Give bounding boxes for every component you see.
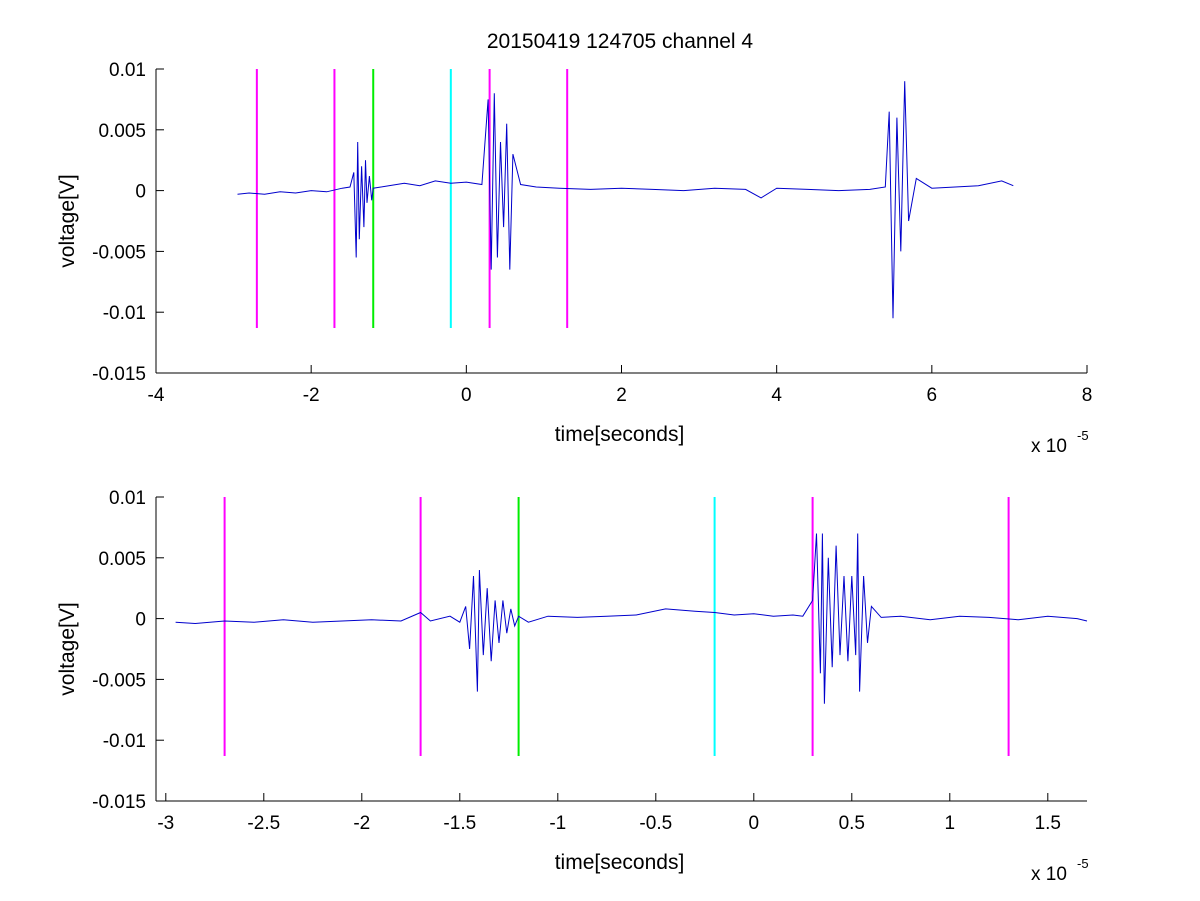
x-tick-label: -2.5 <box>247 813 280 834</box>
y-tick-label: 0.01 <box>109 60 146 81</box>
x-tick-label: 2 <box>616 385 627 406</box>
x-tick-label: 1 <box>945 813 956 834</box>
x-tick-label: -1 <box>549 813 566 834</box>
y-tick-label: 0.005 <box>98 549 146 570</box>
x-tick-label: 6 <box>927 385 938 406</box>
y-tick-label: -0.015 <box>92 792 146 813</box>
x-tick-label: -2 <box>353 813 370 834</box>
y-tick-label: -0.005 <box>92 670 146 691</box>
x-tick-label: -2 <box>303 385 320 406</box>
y-tick-label: -0.015 <box>92 364 146 385</box>
signal-trace <box>175 533 1088 704</box>
y-tick-label: 0.01 <box>109 488 146 509</box>
x-axis-label: time[seconds] <box>555 423 685 446</box>
y-axis-label: voltage[V] <box>56 602 79 695</box>
x-tick-label: 0 <box>749 813 760 834</box>
x-tick-label: 0 <box>461 385 472 406</box>
x-tick-label: -3 <box>157 813 174 834</box>
plot-bottom: -3 -2.5 -2 -1.5 -1 -0.5 0 0.5 1 1.5 -0.015 -0.01 -0.… <box>56 488 1089 885</box>
x-axis-label: time[seconds] <box>555 851 685 874</box>
y-tick-label: -0.01 <box>103 731 146 752</box>
x-tick-label: -4 <box>148 385 165 406</box>
x-tick-label: 1.5 <box>1035 813 1061 834</box>
y-tick-label: 0 <box>135 182 146 203</box>
y-axis-label: voltage[V] <box>56 174 79 267</box>
y-tick-label: -0.01 <box>103 303 146 324</box>
plot-top: -4 -2 0 2 4 6 8 -0.015 -0.01 -0.005 0 0.005 0.01 time… <box>56 60 1092 457</box>
x-exponent-power: -5 <box>1077 856 1089 871</box>
x-tick-label: -1.5 <box>443 813 476 834</box>
x-tick-label: 0.5 <box>839 813 865 834</box>
figure-title: 20150419 124705 channel 4 <box>487 30 754 53</box>
y-tick-label: -0.005 <box>92 242 146 263</box>
signal-trace <box>237 81 1014 319</box>
x-exponent-label: x 10 <box>1031 864 1067 885</box>
y-tick-label: 0.005 <box>98 121 146 142</box>
y-tick-label: 0 <box>135 610 146 631</box>
x-tick-label: 8 <box>1082 385 1093 406</box>
x-tick-label: -0.5 <box>639 813 672 834</box>
x-exponent-power: -5 <box>1077 428 1089 443</box>
x-tick-label: 4 <box>771 385 782 406</box>
x-exponent-label: x 10 <box>1031 436 1067 457</box>
